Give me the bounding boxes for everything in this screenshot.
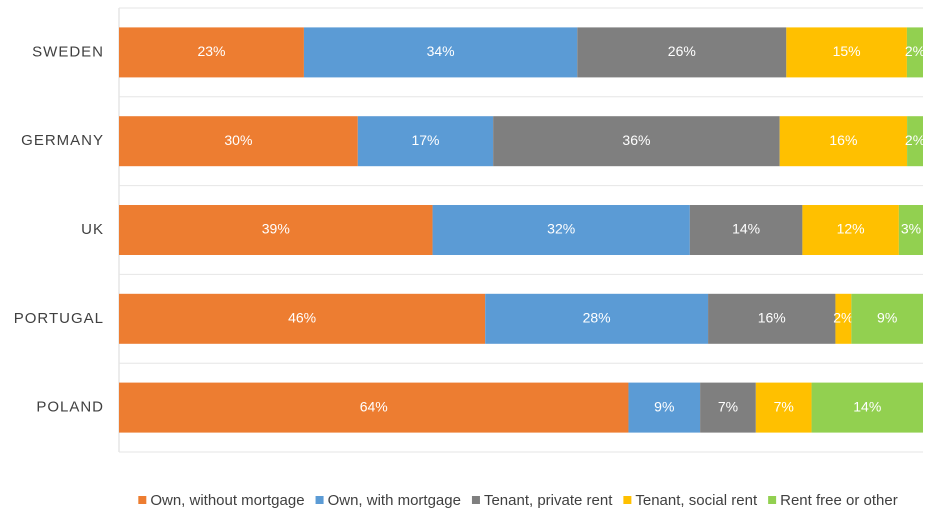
category-label: SWEDEN [32, 43, 104, 60]
value-label: 9% [654, 398, 674, 414]
bar-segment [119, 116, 358, 167]
value-label: 14% [732, 221, 760, 237]
value-label: 36% [622, 132, 650, 148]
value-label: 2% [905, 132, 925, 148]
legend-label: Own, without mortgage [150, 492, 304, 509]
bar-segment [493, 116, 780, 167]
value-label: 14% [853, 398, 881, 414]
bar-segment [779, 116, 908, 167]
bar-segment [755, 382, 812, 433]
value-label: 23% [197, 43, 225, 59]
value-label: 64% [360, 398, 388, 414]
value-label: 3% [901, 221, 921, 237]
bar-segment [906, 27, 923, 78]
value-label: 7% [718, 398, 738, 414]
legend-swatch [768, 496, 777, 504]
value-label: 39% [262, 221, 290, 237]
legend-swatch [623, 496, 632, 504]
value-label: 12% [837, 221, 865, 237]
legend-swatch [138, 496, 147, 504]
bar-segment [485, 293, 709, 344]
value-label: 34% [427, 43, 455, 59]
value-label: 9% [877, 310, 897, 326]
value-label: 2% [905, 43, 925, 59]
value-label: 17% [411, 132, 439, 148]
bar-segment [811, 382, 923, 433]
value-label: 16% [829, 132, 857, 148]
category-label: GERMANY [21, 132, 104, 149]
value-label: 16% [758, 310, 786, 326]
bar-segment [628, 382, 701, 433]
bar-segment [835, 293, 852, 344]
legend-label: Rent free or other [780, 492, 898, 509]
legend-swatch [315, 496, 324, 504]
bar-segment [708, 293, 836, 344]
bar-segment [907, 116, 923, 167]
value-label: 2% [833, 310, 853, 326]
value-label: 28% [583, 310, 611, 326]
bar-segment [357, 116, 494, 167]
bar-segment [802, 205, 899, 255]
legend-label: Own, with mortgage [328, 492, 461, 509]
bar-segment [786, 27, 907, 78]
bar-segment [119, 382, 629, 433]
value-label: 30% [224, 132, 252, 148]
bar-segment [432, 205, 690, 255]
bar-segment [700, 382, 756, 433]
category-label: UK [81, 221, 104, 238]
value-label: 7% [774, 398, 794, 414]
bar-segment [119, 27, 304, 78]
bar-segment [689, 205, 803, 255]
legend-label: Tenant, private rent [484, 492, 613, 509]
legend-label: Tenant, social rent [635, 492, 758, 509]
bar-segment [119, 205, 433, 255]
bar-segment [851, 293, 923, 344]
bar-segment [303, 27, 578, 78]
legend-swatch [471, 496, 480, 504]
value-label: 46% [288, 310, 316, 326]
bar-segment [577, 27, 787, 78]
value-label: 26% [668, 43, 696, 59]
value-label: 32% [547, 221, 575, 237]
bar-segment [119, 293, 486, 344]
value-label: 15% [833, 43, 861, 59]
bar-segment [898, 205, 923, 255]
category-label: POLAND [36, 399, 104, 416]
category-label: PORTUGAL [14, 310, 104, 327]
